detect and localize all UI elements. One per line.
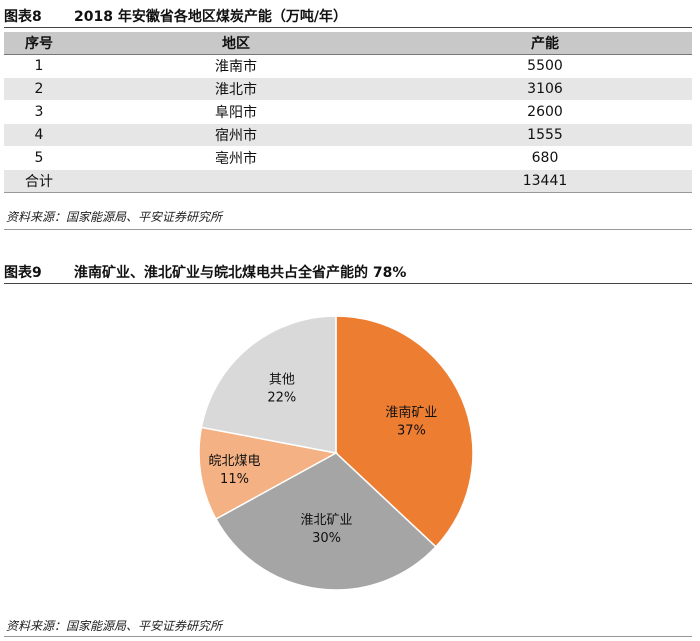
row-capacity: 3106 [398,77,692,101]
table-row: 4 宿州市 1555 [4,123,692,147]
chart-figure-title: 图表9 淮南矿业、淮北矿业与皖北煤电共占全省产能的 78% [4,262,406,282]
row-region: 阜阳市 [74,100,398,124]
pie-slice-percent-1: 37% [397,423,426,438]
table-row: 5 亳州市 680 [4,146,692,170]
pie-slice-4 [200,315,337,454]
chart-figure-number: 图表9 [4,265,42,281]
chart-bottom-rule [4,636,692,637]
row-region: 淮北市 [74,77,398,101]
table-figure-title: 图表8 2018 年安徽省各地区煤炭产能（万吨/年） [4,6,347,26]
pie-slice-percent-3: 11% [220,472,249,487]
total-label: 合计 [4,169,74,193]
table-row: 2 淮北市 3106 [4,77,692,101]
table-source-note: 资料来源：国家能源局、平安证券研究所 [6,210,223,224]
chart-title-text: 淮南矿业、淮北矿业与皖北煤电共占全省产能的 78% [74,265,407,281]
table-figure-number: 图表8 [4,9,42,25]
row-capacity: 680 [398,146,692,170]
pie-slice-name-2: 淮北矿业 [301,513,353,528]
total-value: 13441 [398,169,692,193]
pie-slice-name-3: 皖北煤电 [209,454,261,469]
pie-slice-name-4: 其他 [269,373,295,388]
pie-slice-name-1: 淮南矿业 [385,404,437,420]
row-capacity: 1555 [398,123,692,147]
row-no: 1 [4,54,74,78]
table-title-text: 2018 年安徽省各地区煤炭产能（万吨/年） [74,9,347,25]
row-no: 3 [4,100,74,124]
table-header-row: 序号 地区 产能 [4,32,692,55]
row-capacity: 5500 [398,54,692,78]
total-empty-cell [74,169,398,193]
row-region: 亳州市 [74,146,398,170]
pie-slice-3 [198,426,339,521]
row-no: 5 [4,146,74,170]
row-capacity: 2600 [398,100,692,124]
header-capacity: 产能 [398,32,692,55]
row-no: 2 [4,77,74,101]
header-no: 序号 [4,32,74,55]
capacity-table: 序号 地区 产能 1 淮南市 5500 2 淮北市 3106 3 阜阳市 260… [4,32,692,193]
table-top-rule [4,27,692,28]
table-row: 3 阜阳市 2600 [4,100,692,124]
table-total-row: 合计 13441 [4,169,692,193]
chart-source-note: 资料来源：国家能源局、平安证券研究所 [6,619,223,633]
table-row: 1 淮南市 5500 [4,54,692,78]
row-no: 4 [4,123,74,147]
row-region: 淮南市 [74,54,398,78]
pie-slice-percent-2: 30% [312,531,341,546]
pie-chart: 淮南矿业 37% 淮北矿业 30% 皖北煤电 11% 其他 22% [198,315,474,591]
chart-top-rule [4,283,692,284]
pie-slice-percent-4: 22% [267,391,296,406]
pie-slice-1 [335,315,474,548]
table-bottom-rule [4,229,692,230]
header-region: 地区 [74,32,398,55]
pie-slice-2 [214,452,437,591]
row-region: 宿州市 [74,123,398,147]
